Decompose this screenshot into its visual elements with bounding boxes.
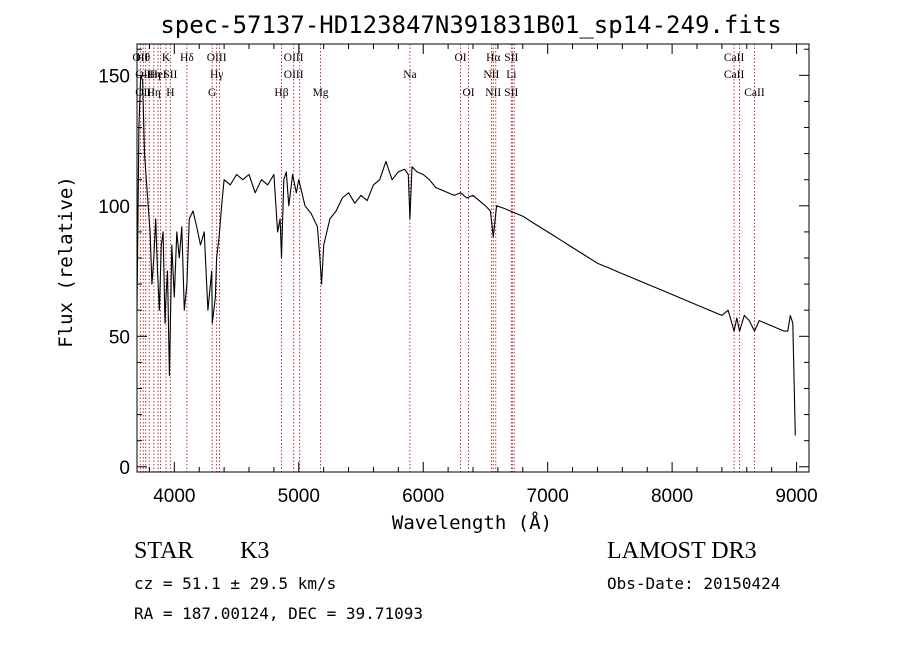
x-tick-label: 8000 — [651, 486, 693, 507]
marker-label: NII — [483, 69, 499, 81]
x-tick-label: 9000 — [775, 486, 817, 507]
marker-label: SII — [504, 52, 518, 64]
marker-label: OIII — [207, 52, 227, 64]
y-tick-label: 150 — [98, 66, 130, 87]
marker-label: G — [208, 87, 216, 99]
marker-label: Hθ — [136, 52, 150, 64]
marker-label: OI — [462, 87, 474, 99]
marker-label: CaII — [724, 52, 745, 64]
y-axis-label: Flux (relative) — [55, 176, 77, 348]
survey-label: LAMOST DR3 — [607, 538, 757, 564]
x-tick-label: 4000 — [153, 486, 195, 507]
marker-label: OI — [454, 52, 466, 64]
line-markers — [139, 44, 755, 472]
x-axis: 4000 5000 6000 7000 8000 9000 — [148, 44, 818, 507]
marker-label: HeI — [149, 69, 166, 81]
y-tick-label: 50 — [109, 327, 130, 348]
marker-label: K — [162, 52, 171, 64]
subclass-label: K3 — [240, 538, 270, 564]
x-axis-label: Wavelength (Å) — [392, 511, 552, 534]
marker-label: OIII — [284, 52, 304, 64]
marker-label: Hη — [147, 87, 161, 99]
marker-label: SII — [163, 69, 177, 81]
y-axis: 0 50 100 150 — [98, 48, 809, 479]
marker-label: OIII — [284, 69, 304, 81]
x-tick-label: 7000 — [527, 486, 569, 507]
line-marker-labels: OIIHθOIIOIIHηHηHeIKSIIHHδGOIIIHγHβOIIIOI… — [132, 52, 765, 99]
redshift-text: cz = 51.1 ± 29.5 km/s — [134, 574, 337, 593]
marker-label: H — [166, 87, 174, 99]
marker-label: Hη — [147, 69, 161, 81]
marker-label: SII — [504, 87, 518, 99]
y-tick-label: 0 — [119, 458, 130, 479]
class-label: STAR — [134, 538, 194, 564]
marker-label: CaII — [724, 69, 745, 81]
chart-title: spec-57137-HD123847N391831B01_sp14-249.f… — [160, 11, 781, 39]
marker-label: NII — [485, 87, 501, 99]
marker-label: Hα — [486, 52, 500, 64]
x-tick-label: 5000 — [278, 486, 320, 507]
marker-label: CaII — [744, 87, 765, 99]
marker-label: Hγ — [210, 69, 223, 81]
plot-frame — [136, 43, 810, 473]
coordinates-text: RA = 187.00124, DEC = 39.71093 — [134, 604, 423, 623]
x-tick-label: 6000 — [402, 486, 444, 507]
obs-date-text: Obs-Date: 20150424 — [607, 574, 781, 593]
marker-label: OII — [132, 52, 148, 64]
marker-label: Hβ — [274, 87, 288, 99]
spectrum-line — [136, 74, 796, 436]
marker-label: Li — [506, 69, 516, 81]
marker-label: Hδ — [180, 52, 194, 64]
y-tick-label: 100 — [98, 197, 130, 218]
marker-label: Na — [403, 69, 416, 81]
marker-label: Mg — [313, 87, 329, 99]
